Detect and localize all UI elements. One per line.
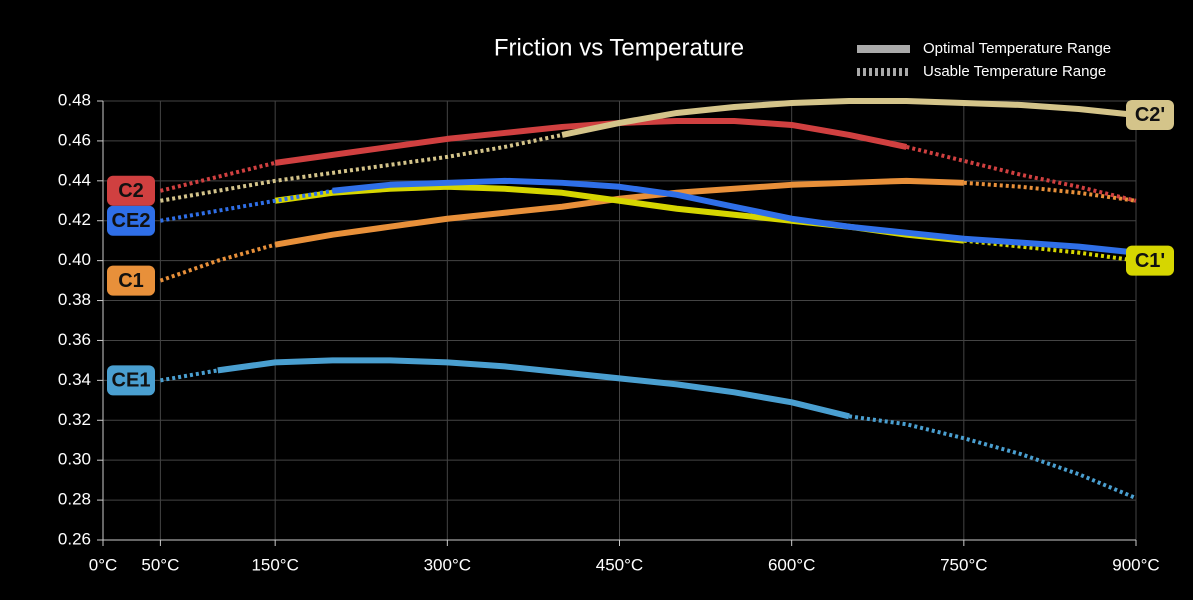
y-tick-label: 0.48	[58, 90, 91, 109]
series-badge	[1126, 99, 1174, 130]
legend-label: Optimal Temperature Range	[923, 40, 1111, 57]
y-tick-label: 0.32	[58, 410, 91, 429]
usable-range-line	[159, 160, 276, 193]
optimal-range-line	[217, 357, 850, 420]
x-tick-label: 300°C	[424, 555, 471, 574]
series-badge	[107, 365, 155, 396]
usable-range-line	[160, 368, 219, 383]
x-tick-label: 450°C	[596, 555, 643, 574]
y-tick-label: 0.34	[58, 370, 91, 389]
x-tick-label: 600°C	[768, 555, 815, 574]
x-tick-label: 750°C	[940, 555, 987, 574]
series-badge	[107, 265, 155, 296]
chart-title: Friction vs Temperature	[494, 34, 744, 61]
series-label: C2'	[1135, 104, 1165, 126]
usable-range-line	[160, 132, 563, 203]
legend-label: Usable Temperature Range	[923, 63, 1106, 80]
series-label: C2	[118, 180, 144, 202]
usable-range-line	[848, 414, 1137, 500]
y-tick-label: 0.44	[58, 170, 91, 189]
usable-range-line	[963, 238, 1137, 263]
series-label: C1	[118, 270, 144, 292]
optimal-range-line	[561, 98, 1137, 138]
y-tick-label: 0.42	[58, 210, 91, 229]
series-badge	[107, 175, 155, 206]
x-tick-label: 0°C	[89, 555, 118, 574]
series-label: CE1	[112, 370, 151, 392]
y-tick-label: 0.28	[58, 490, 91, 509]
optimal-range-line	[274, 117, 908, 166]
y-tick-label: 0.46	[58, 130, 91, 149]
usable-range-line	[160, 188, 333, 223]
y-tick-label: 0.30	[58, 450, 91, 469]
y-tick-label: 0.26	[58, 529, 91, 548]
y-tick-label: 0.38	[58, 290, 91, 309]
x-tick-label: 900°C	[1112, 555, 1159, 574]
y-tick-label: 0.40	[58, 250, 91, 269]
x-tick-label: 50°C	[141, 555, 179, 574]
series-label: C1'	[1135, 250, 1165, 272]
y-tick-label: 0.36	[58, 330, 91, 349]
series-badge	[107, 205, 155, 236]
x-tick-label: 150°C	[251, 555, 298, 574]
usable-range-line	[159, 242, 276, 283]
series-badge	[1126, 245, 1174, 276]
series-label: CE2	[112, 210, 151, 232]
usable-range-line	[963, 180, 1137, 203]
optimal-range-line	[332, 177, 1137, 256]
